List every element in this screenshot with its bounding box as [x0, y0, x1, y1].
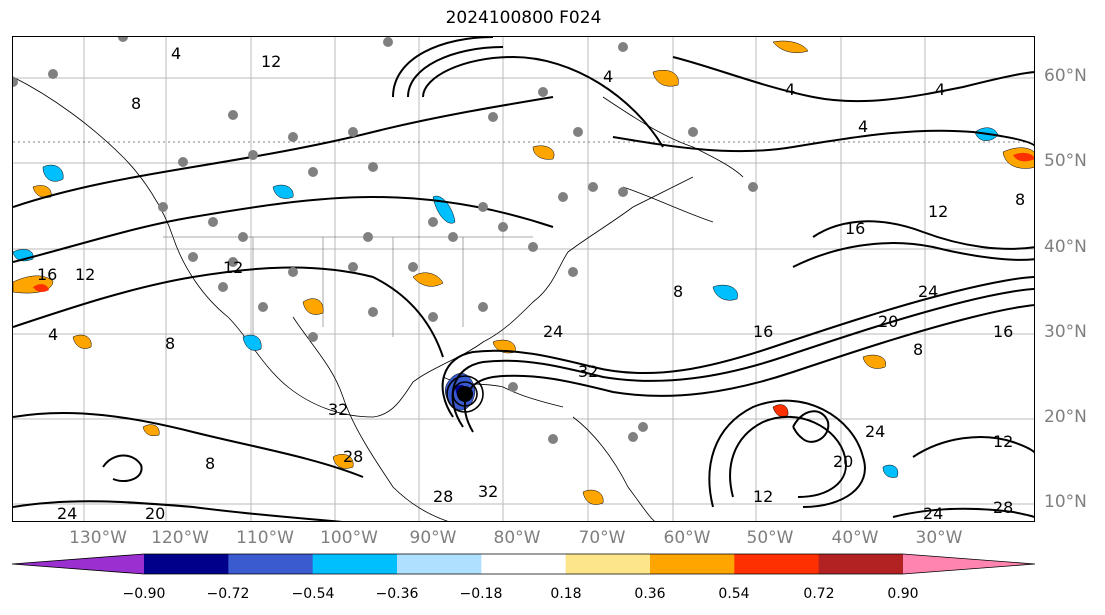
contour-label: 24: [57, 504, 77, 522]
colorbar-tick: −0.18: [459, 586, 503, 602]
contour-label: 12: [261, 52, 281, 71]
contour-label: 8: [1015, 190, 1025, 209]
colorbar-cell: [312, 554, 398, 574]
contour-label: 12: [223, 258, 243, 277]
colorbar-tick: −0.72: [206, 586, 250, 602]
lat-label-30n: 30°N: [1044, 322, 1087, 342]
lon-label-60w: 60°W: [663, 528, 711, 548]
colorbar-cell: [650, 554, 735, 574]
contour-label: 24: [543, 322, 563, 341]
contour-label: 24: [918, 282, 938, 301]
contour-label: 12: [993, 432, 1013, 451]
lon-label-40w: 40°W: [831, 528, 879, 548]
contour-label: 16: [845, 219, 865, 238]
coastlines: [13, 76, 1034, 521]
lat-label-20n: 20°N: [1044, 407, 1087, 427]
lon-label-30w: 30°W: [915, 528, 963, 548]
lat-label-40n: 40°N: [1044, 237, 1087, 257]
contour-label: 8: [205, 454, 215, 473]
map-canvas: 4 12 8 4 4 4 4 8 12 16 12 16 12 8 24 20 …: [13, 37, 1034, 522]
contour-label: 8: [913, 340, 923, 359]
contour-label: 32: [328, 400, 348, 419]
colorbar-cell: [818, 554, 904, 574]
colorbar-cell: [228, 554, 314, 574]
colorbar-outline: [11, 553, 1036, 575]
contour-label: 8: [673, 282, 683, 301]
contour-label: 4: [858, 117, 868, 136]
contour-label: 24: [923, 504, 943, 522]
contour-label: 28: [343, 447, 363, 466]
colorbar-cell: [734, 554, 820, 574]
graticule: [13, 37, 1034, 521]
colorbar-extend-left: [12, 554, 144, 574]
lat-label-50n: 50°N: [1044, 151, 1087, 171]
contour-label: 16: [753, 322, 773, 341]
colorbar-tick: 0.90: [887, 586, 919, 602]
contour-lines: [13, 37, 1034, 521]
lon-label-70w: 70°W: [578, 528, 626, 548]
map-title: 2024100800 F024: [445, 8, 602, 28]
colorbar-tick: 0.18: [550, 586, 582, 602]
lat-label-10n: 10°N: [1044, 492, 1087, 512]
station-markers: [13, 37, 758, 444]
lon-label-80w: 80°W: [493, 528, 541, 548]
contour-label: 4: [171, 44, 181, 63]
contour-label: 20: [878, 312, 898, 331]
contour-label: 4: [785, 80, 795, 99]
colorbar-cells: [144, 554, 904, 574]
contour-label: 28: [433, 487, 453, 506]
colorbar-tick: 0.36: [634, 586, 666, 602]
colorbar-tick: −0.54: [291, 586, 335, 602]
colorbar-cell: [144, 554, 229, 574]
lon-label-130w: 130°W: [69, 528, 127, 548]
contour-label: 12: [928, 202, 948, 221]
map-panel: 4 12 8 4 4 4 4 8 12 16 12 16 12 8 24 20 …: [12, 36, 1035, 522]
contour-label: 20: [145, 504, 165, 522]
lat-label-60n: 60°N: [1044, 66, 1087, 86]
lon-label-110w: 110°W: [236, 528, 294, 548]
colorbar-cell: [397, 554, 482, 574]
colorbar: [11, 553, 1036, 575]
contour-label: 8: [131, 94, 141, 113]
contour-value-labels: 4 12 8 4 4 4 4 8 12 16 12 16 12 8 24 20 …: [37, 44, 1025, 522]
contour-label: 16: [993, 322, 1013, 341]
colorbar-tick: 0.72: [803, 586, 835, 602]
lon-label-120w: 120°W: [151, 528, 209, 548]
lon-label-100w: 100°W: [320, 528, 378, 548]
contour-label: 20: [833, 452, 853, 471]
colorbar-tick: −0.36: [375, 586, 419, 602]
colorbar-extend-right: [903, 554, 1035, 574]
storm-center: [446, 375, 484, 413]
contour-label: 8: [165, 334, 175, 353]
colorbar-cell: [565, 554, 651, 574]
contour-label: 12: [753, 487, 773, 506]
contour-label: 16: [37, 265, 57, 284]
contour-label: 4: [935, 80, 945, 99]
colorbar-tick: 0.54: [718, 586, 750, 602]
colorbar-cell: [481, 554, 567, 574]
contour-label: 4: [603, 67, 613, 86]
contour-label: 32: [578, 362, 598, 381]
colorbar-tick: −0.90: [122, 586, 166, 602]
contour-label: 28: [993, 498, 1013, 517]
lon-label-50w: 50°W: [746, 528, 794, 548]
contour-label: 32: [478, 482, 498, 501]
contour-label: 24: [865, 422, 885, 441]
lon-label-90w: 90°W: [409, 528, 457, 548]
contour-label: 12: [75, 265, 95, 284]
contour-label: 4: [48, 325, 58, 344]
